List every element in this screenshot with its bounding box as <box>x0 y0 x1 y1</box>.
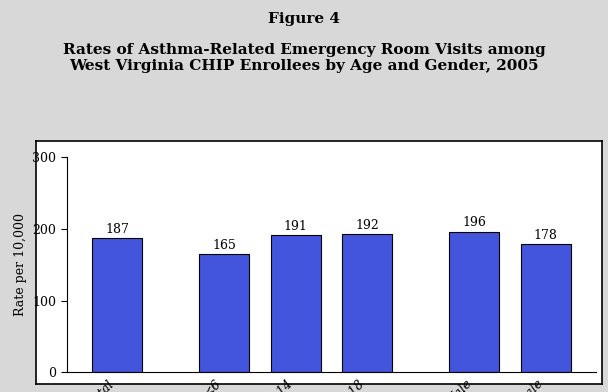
Bar <box>271 235 320 372</box>
Bar <box>521 245 571 372</box>
Text: 187: 187 <box>105 223 129 236</box>
Bar <box>342 234 392 372</box>
Bar <box>199 254 249 372</box>
Text: 192: 192 <box>355 219 379 232</box>
Y-axis label: Rate per 10,000: Rate per 10,000 <box>14 213 27 316</box>
Text: 165: 165 <box>212 239 236 252</box>
Text: Rates of Asthma-Related Emergency Room Visits among
West Virginia CHIP Enrollees: Rates of Asthma-Related Emergency Room V… <box>63 43 545 73</box>
Bar <box>92 238 142 372</box>
Text: 178: 178 <box>534 229 558 242</box>
Bar <box>449 232 499 372</box>
Text: 191: 191 <box>284 220 308 233</box>
Text: 196: 196 <box>463 216 486 229</box>
Text: Figure 4: Figure 4 <box>268 12 340 26</box>
